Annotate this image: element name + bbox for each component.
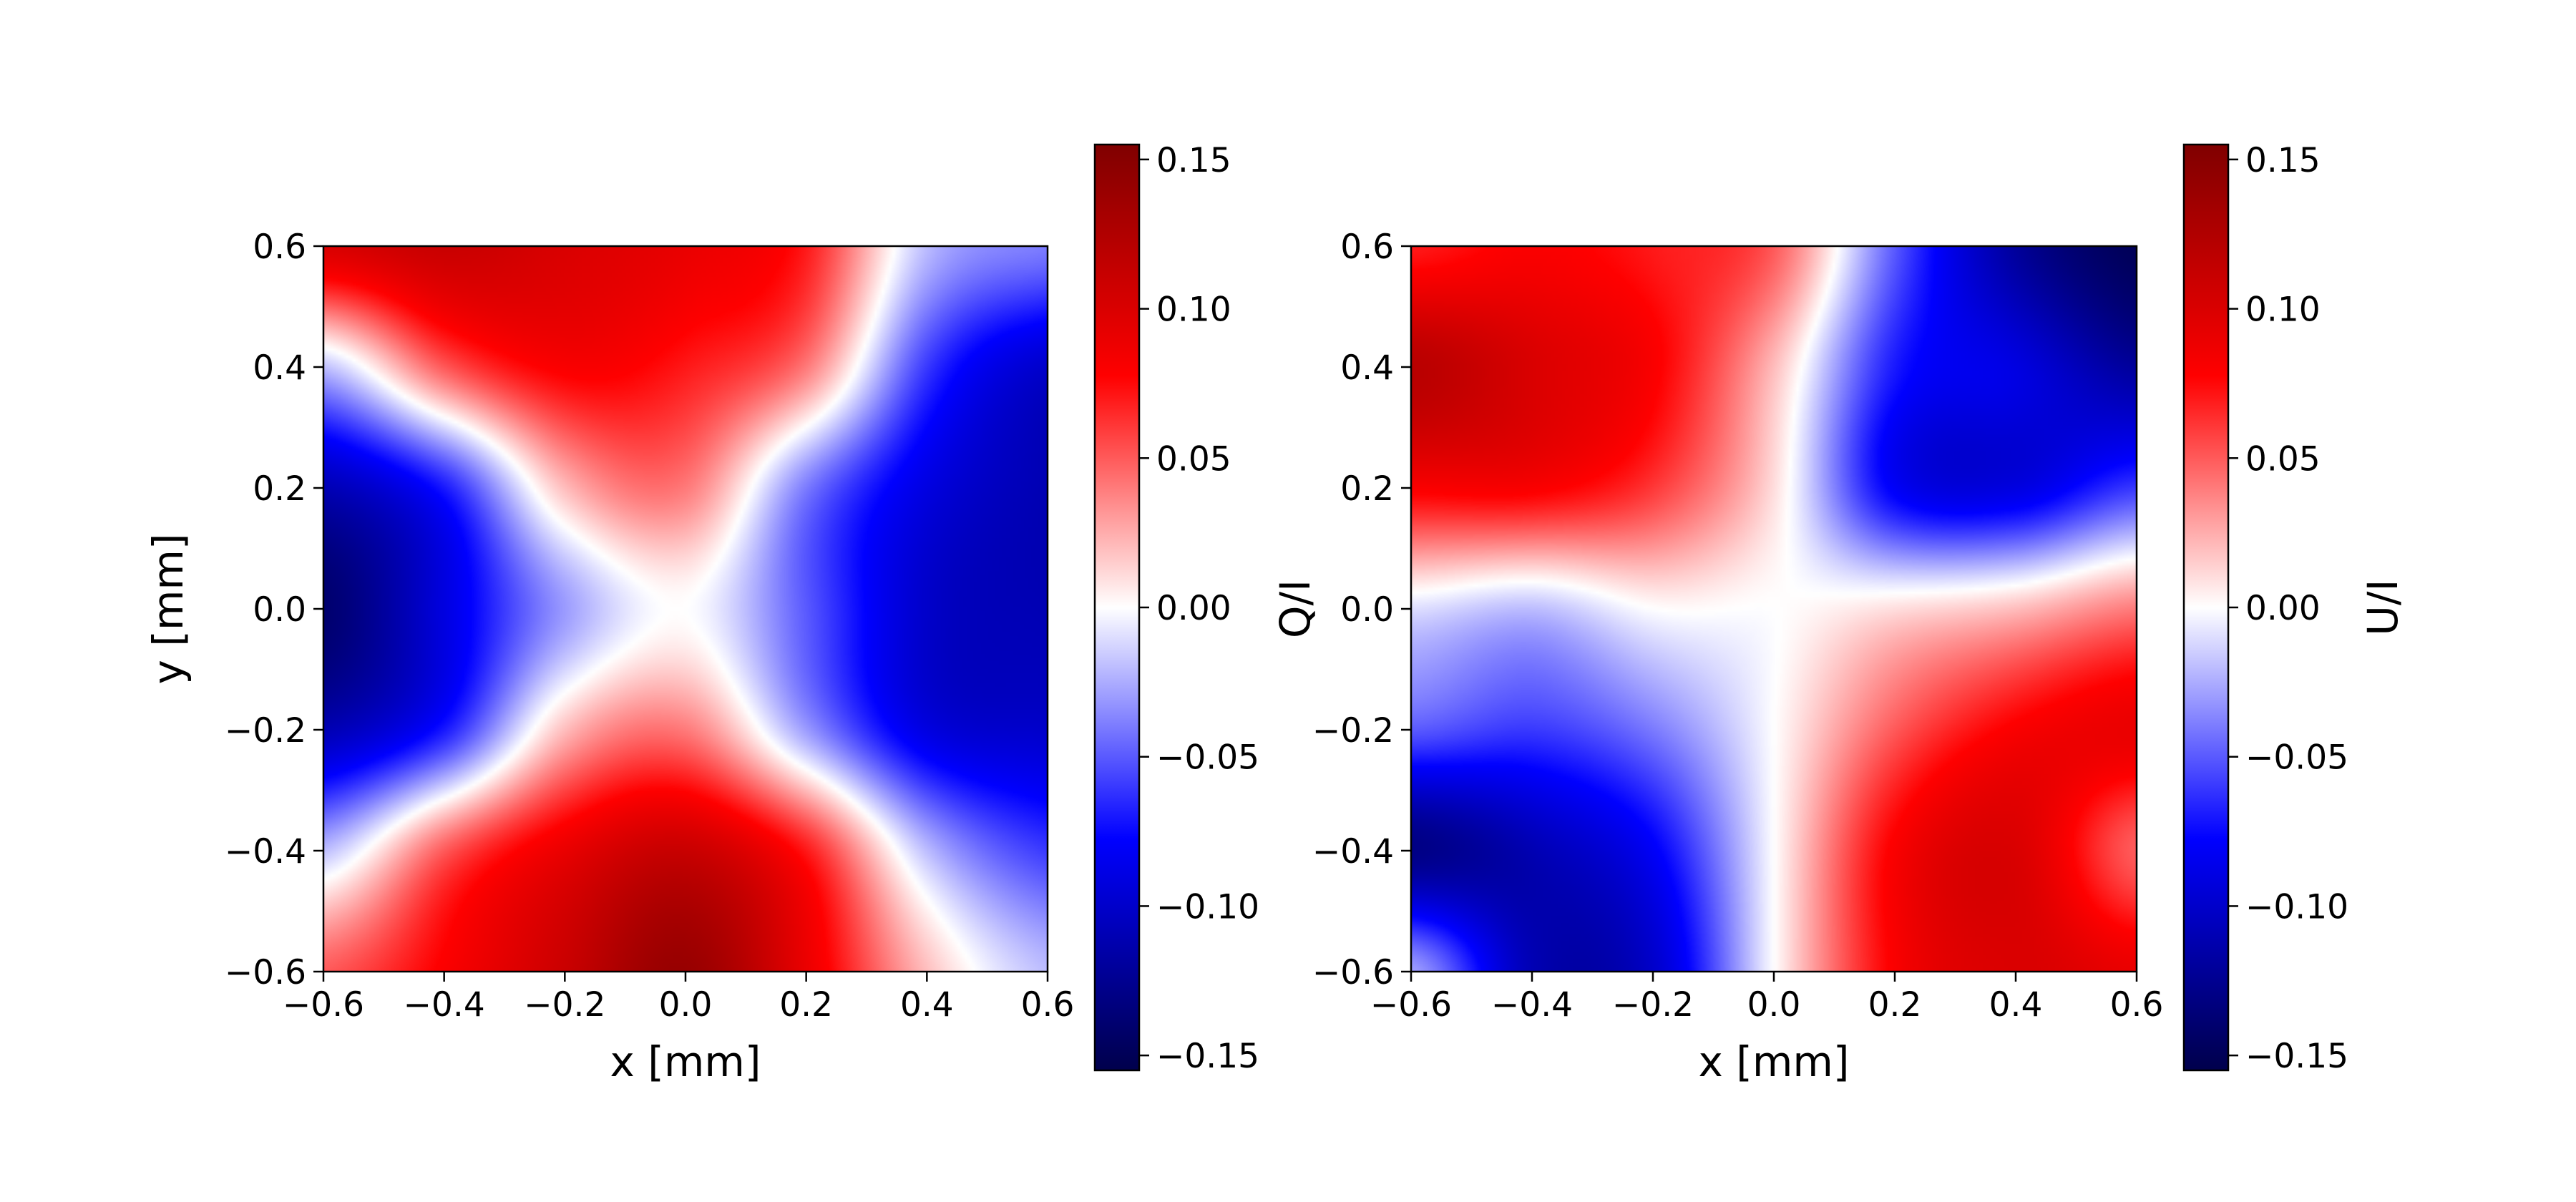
y-tick-label: −0.4	[1312, 832, 1394, 871]
y-tick-label: −0.6	[225, 953, 306, 992]
colorbar	[1093, 143, 1141, 1072]
colorbar-tick-label: 0.15	[1156, 141, 1231, 180]
x-tick-label: −0.4	[404, 985, 485, 1025]
x-tick-label: 0.4	[900, 985, 954, 1025]
x-tick-label: 0.6	[1021, 985, 1075, 1025]
colorbar-tick-label: 0.05	[1156, 439, 1231, 479]
colorbar-tick-label: 0.00	[2245, 589, 2321, 628]
x-tick-label: −0.2	[1612, 985, 1694, 1025]
y-tick-label: −0.2	[225, 711, 306, 751]
colorbar-tick-label: −0.05	[1156, 738, 1259, 778]
x-tick-label: 0.2	[1868, 985, 1922, 1025]
y-tick-label: 0.2	[253, 469, 306, 509]
y-tick-label: 0.4	[1340, 348, 1394, 388]
y-tick-label: 0.6	[253, 228, 306, 267]
colorbar-tick-label: 0.00	[1156, 589, 1231, 628]
x-tick-label: 0.2	[779, 985, 833, 1025]
left-heatmap-panel: −0.6 −0.4 −0.2 0.0 0.2 0.4 0.6−0.6−0.4−0.20.00…	[144, 141, 1259, 1086]
x-tick-label: −0.2	[524, 985, 605, 1025]
x-tick-label: −0.6	[1370, 985, 1452, 1025]
y-tick-label: −0.4	[225, 832, 306, 871]
x-tick-label: 0.6	[2110, 985, 2164, 1025]
colorbar-tick-label: 0.15	[2245, 141, 2321, 180]
right-heatmap-panel: −0.6 −0.4 −0.2 0.0 0.2 0.4 0.6−0.6−0.4−0.20.00…	[1271, 141, 2407, 1086]
colorbar-label: U/I	[2358, 579, 2407, 635]
x-axis-label: x [mm]	[610, 1037, 761, 1086]
colorbar-tick-label: −0.15	[2245, 1037, 2348, 1076]
heatmap-image	[1411, 246, 2137, 972]
x-tick-label: −0.4	[1491, 985, 1573, 1025]
colorbar-tick-label: 0.05	[2245, 439, 2321, 479]
y-axis-label: y [mm]	[144, 533, 192, 684]
y-tick-label: 0.2	[1340, 469, 1394, 509]
colorbar-tick-label: 0.10	[1156, 290, 1231, 330]
x-axis-label: x [mm]	[1698, 1037, 1849, 1086]
y-tick-label: −0.2	[1312, 711, 1394, 751]
y-axis-label: Q/I	[1271, 580, 1319, 638]
y-tick-label: 0.0	[1340, 590, 1394, 630]
colorbar-tick-label: −0.15	[1156, 1037, 1259, 1076]
colorbar-tick-label: −0.10	[2245, 887, 2348, 927]
heatmap-image	[323, 246, 1048, 972]
colorbar	[2182, 143, 2230, 1072]
x-tick-label: 0.0	[1747, 985, 1801, 1025]
x-tick-label: 0.4	[1989, 985, 2043, 1025]
y-tick-label: 0.0	[253, 590, 306, 630]
x-tick-label: 0.0	[659, 985, 713, 1025]
x-tick-label: −0.6	[283, 985, 364, 1025]
colorbar-tick-label: −0.10	[1156, 887, 1259, 927]
y-tick-label: 0.4	[253, 348, 306, 388]
colorbar-tick-label: 0.10	[2245, 290, 2321, 330]
y-tick-label: −0.6	[1312, 953, 1394, 992]
y-tick-label: 0.6	[1340, 228, 1394, 267]
colorbar-tick-label: −0.05	[2245, 738, 2348, 778]
